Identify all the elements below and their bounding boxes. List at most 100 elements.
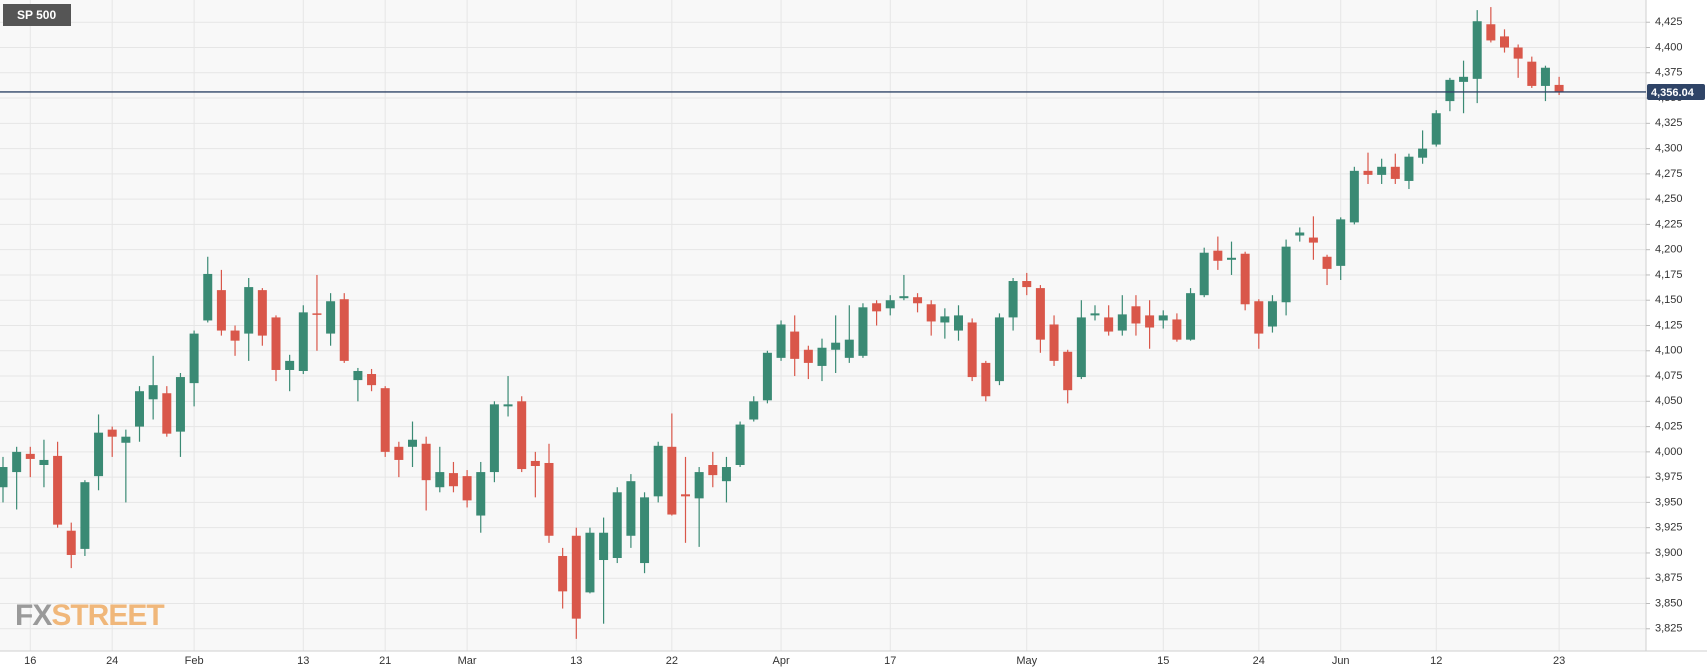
- y-tick-label: 4,050: [1655, 395, 1683, 407]
- candle-body: [1254, 301, 1264, 334]
- candle-body: [148, 385, 158, 400]
- candle-body: [994, 317, 1004, 382]
- candle-body: [25, 453, 35, 459]
- candle-body: [653, 445, 663, 497]
- x-tick-label: Apr: [772, 655, 789, 667]
- last-price-badge: [1647, 83, 1705, 100]
- x-tick-label: 23: [1553, 655, 1565, 667]
- candle-body: [1145, 315, 1155, 328]
- candle-body: [981, 362, 991, 397]
- candle-body: [1213, 250, 1223, 261]
- candle-body: [1527, 61, 1537, 86]
- grid: [0, 0, 1646, 651]
- candle-body: [1472, 21, 1482, 79]
- candle-body: [1117, 314, 1127, 331]
- candle-body: [626, 481, 636, 536]
- logo-part: STREET: [51, 599, 164, 632]
- candle-body: [216, 290, 226, 331]
- y-tick-label: 4,025: [1655, 420, 1683, 432]
- x-tick-label: 13: [570, 655, 582, 667]
- x-tick-label: Feb: [185, 655, 204, 667]
- candle-body: [1445, 79, 1455, 102]
- y-tick-label: 4,075: [1655, 370, 1683, 382]
- candle-body: [0, 467, 8, 488]
- candle-body: [1308, 237, 1318, 243]
- candle-body: [844, 339, 854, 358]
- candle-body: [885, 300, 895, 309]
- candle-body: [872, 303, 882, 312]
- candle-body: [380, 388, 390, 452]
- y-tick-label: 3,950: [1655, 496, 1683, 508]
- candle-body: [1554, 84, 1564, 92]
- candle-body: [175, 377, 185, 432]
- candle-body: [448, 473, 458, 487]
- candle-body: [230, 330, 240, 341]
- candle-body: [517, 401, 527, 470]
- y-tick-label: 3,850: [1655, 597, 1683, 609]
- candle-body: [544, 462, 554, 536]
- y-tick-label: 4,225: [1655, 218, 1683, 230]
- candle-body: [1431, 113, 1441, 145]
- candle-body: [244, 287, 254, 334]
- y-tick-label: 3,825: [1655, 623, 1683, 635]
- candle-body: [1363, 170, 1373, 175]
- candle-body: [612, 492, 622, 558]
- y-tick-label: 4,325: [1655, 117, 1683, 129]
- candle-body: [1418, 148, 1428, 158]
- candle-body: [476, 472, 486, 516]
- candle-body: [694, 472, 704, 499]
- candle-body: [271, 317, 281, 370]
- candle-body: [503, 404, 513, 407]
- y-tick-label: 4,150: [1655, 294, 1683, 306]
- candle-body: [121, 436, 131, 443]
- y-tick-label: 3,975: [1655, 471, 1683, 483]
- chart-title: SP 500: [17, 8, 56, 22]
- y-tick-label: 4,175: [1655, 269, 1683, 281]
- candle-body: [408, 439, 417, 447]
- candle-body: [1295, 232, 1305, 236]
- x-tick-label: 22: [666, 655, 678, 667]
- y-tick-label: 4,000: [1655, 446, 1683, 458]
- y-tick-label: 3,925: [1655, 522, 1683, 534]
- candle-body: [913, 297, 923, 304]
- x-tick-label: Jun: [1332, 655, 1350, 667]
- y-tick-label: 4,275: [1655, 168, 1683, 180]
- y-tick-label: 4,250: [1655, 193, 1683, 205]
- candle-body: [1049, 324, 1059, 361]
- candle-body: [1186, 293, 1196, 340]
- x-tick-label: 12: [1430, 655, 1442, 667]
- candle-body: [1336, 219, 1346, 266]
- candle-body: [367, 374, 377, 386]
- candle-body: [831, 342, 841, 350]
- candle-body: [1540, 67, 1550, 86]
- candle-body: [339, 299, 349, 361]
- candle-body: [858, 307, 868, 356]
- candle-body: [1486, 24, 1496, 41]
- candle-body: [1131, 306, 1141, 324]
- candle-body: [1199, 252, 1209, 296]
- title-box: [3, 4, 71, 26]
- logo-part: FX: [15, 599, 52, 632]
- candle-body: [1500, 36, 1509, 48]
- candle-body: [285, 360, 295, 370]
- candle-body: [899, 296, 909, 299]
- candle-body: [1090, 313, 1100, 316]
- candle-body: [1008, 281, 1018, 318]
- candle-body: [530, 460, 540, 467]
- candle-body: [571, 535, 581, 619]
- candle-body: [421, 443, 431, 481]
- x-tick-label: 17: [884, 655, 896, 667]
- candle-body: [203, 273, 213, 321]
- last-price-label: 4,356.04: [1651, 87, 1695, 99]
- x-tick-label: Mar: [458, 655, 477, 667]
- y-tick-label: 4,300: [1655, 143, 1683, 155]
- candle-body: [312, 313, 322, 315]
- y-tick-label: 3,900: [1655, 547, 1683, 559]
- candle-body: [762, 352, 772, 401]
- candle-body: [135, 391, 144, 427]
- candle-body: [489, 404, 499, 473]
- candle-body: [1513, 47, 1523, 59]
- x-tick-label: 15: [1157, 655, 1169, 667]
- candle-body: [1322, 256, 1332, 269]
